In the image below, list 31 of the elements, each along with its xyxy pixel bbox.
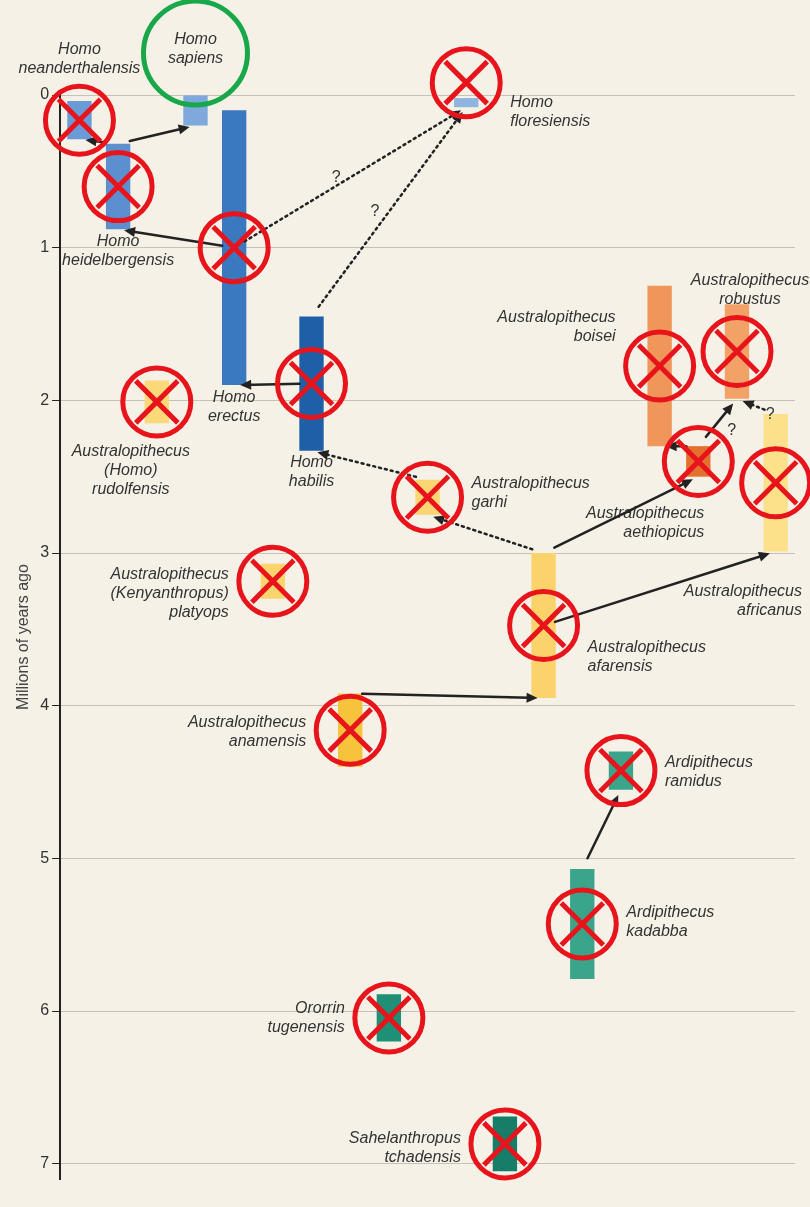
text: Homo sapiens: [167, 29, 224, 66]
series-label: Australopithecus boisei: [496, 308, 617, 345]
annotation: ?: [331, 167, 341, 185]
series-label: Ardipithecus ramidus: [663, 753, 753, 790]
y-axis-title: Millions of years ago: [14, 563, 32, 710]
series-label: Australopithecus garhi: [470, 473, 590, 510]
series-label: Australopithecus anamensis: [186, 713, 307, 750]
series-label: Australopithecus robustus: [689, 270, 810, 307]
y-tick-label: 6: [40, 1001, 50, 1019]
series-label: Homo heidelbergensis: [62, 231, 175, 268]
series-label: Ororrin tugenensis: [267, 998, 345, 1035]
series-label: Australopithecus (Homo) rudolfensis: [70, 442, 190, 498]
y-tick-label: 7: [40, 1154, 50, 1172]
y-tick-label: 0: [40, 85, 50, 103]
series-label: Homo habilis: [288, 453, 335, 490]
text: Australopithecus africanus: [682, 581, 802, 618]
y-tick-label: 1: [40, 238, 50, 256]
series-label: Sahelanthropus tchadensis: [348, 1128, 461, 1165]
y-tick-label: 4: [40, 696, 50, 714]
annotation: ?: [727, 420, 737, 438]
annotation: ?: [765, 404, 775, 422]
text: Homo floresiensis: [510, 93, 591, 130]
series-label: Australopithecus afarensis: [586, 637, 706, 674]
annotation: ?: [370, 202, 380, 220]
series-label: Australopithecus (Kenyanthropus) platyops: [109, 564, 229, 620]
text: Homo neanderthalensis: [18, 39, 141, 76]
y-tick-label: 5: [40, 848, 50, 866]
y-tick-label: 3: [40, 543, 50, 561]
series-label: Ardipithecus kadabba: [625, 903, 715, 940]
series-label: Homo erectus: [207, 387, 261, 424]
y-tick-label: 2: [40, 390, 50, 408]
